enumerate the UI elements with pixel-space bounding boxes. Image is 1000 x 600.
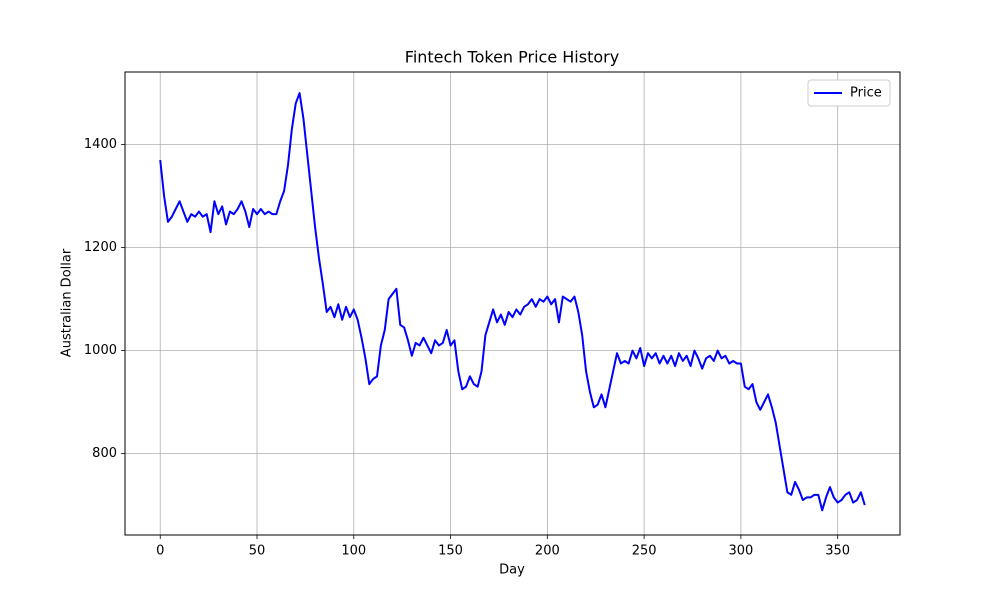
x-tick-label: 200 — [535, 544, 560, 559]
y-axis-label: Australian Dollar — [60, 248, 75, 357]
plot-frame — [124, 71, 901, 536]
price-line — [159, 92, 866, 512]
y-tick-label: 800 — [92, 446, 117, 461]
legend-box — [807, 79, 891, 107]
x-tick-label: 100 — [341, 544, 366, 559]
legend-label: Price — [850, 86, 882, 101]
y-tick-label: 1400 — [84, 137, 117, 152]
x-tick-label: 150 — [438, 544, 463, 559]
y-tick-label: 1000 — [84, 343, 117, 358]
x-tick-label: 350 — [825, 544, 850, 559]
x-tick-label: 0 — [156, 544, 164, 559]
x-tick-label: 250 — [632, 544, 657, 559]
chart-title: Fintech Token Price History — [405, 48, 619, 67]
x-axis-label: Day — [499, 563, 525, 578]
y-tick-label: 1200 — [84, 240, 117, 255]
x-tick-label: 50 — [249, 544, 266, 559]
x-tick-label: 300 — [728, 544, 753, 559]
